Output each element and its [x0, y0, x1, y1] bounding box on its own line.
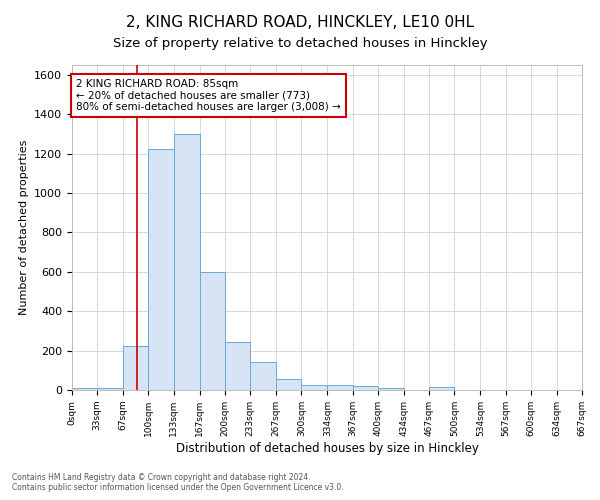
Bar	[301, 385, 328, 390]
Bar	[353, 386, 378, 390]
Bar	[97, 388, 123, 390]
Bar	[328, 385, 353, 390]
Bar	[200, 272, 225, 390]
Text: 2 KING RICHARD ROAD: 85sqm
← 20% of detached houses are smaller (773)
80% of sem: 2 KING RICHARD ROAD: 85sqm ← 20% of deta…	[76, 79, 341, 112]
X-axis label: Distribution of detached houses by size in Hinckley: Distribution of detached houses by size …	[176, 442, 478, 454]
Bar	[173, 134, 200, 390]
Text: 2, KING RICHARD ROAD, HINCKLEY, LE10 0HL: 2, KING RICHARD ROAD, HINCKLEY, LE10 0HL	[126, 15, 474, 30]
Text: Contains public sector information licensed under the Open Government Licence v3: Contains public sector information licen…	[12, 484, 344, 492]
Bar	[250, 362, 276, 390]
Bar	[123, 346, 148, 390]
Bar	[225, 342, 250, 390]
Bar	[276, 379, 301, 390]
Bar	[378, 388, 404, 390]
Text: Contains HM Land Registry data © Crown copyright and database right 2024.: Contains HM Land Registry data © Crown c…	[12, 474, 311, 482]
Bar	[429, 387, 454, 390]
Y-axis label: Number of detached properties: Number of detached properties	[19, 140, 29, 315]
Bar	[72, 388, 97, 390]
Bar	[148, 148, 173, 390]
Text: Size of property relative to detached houses in Hinckley: Size of property relative to detached ho…	[113, 38, 487, 51]
